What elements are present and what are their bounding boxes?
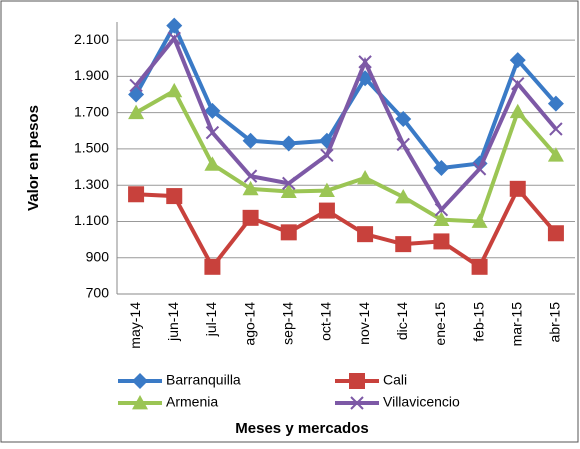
- marker: [358, 55, 372, 69]
- marker: [547, 95, 564, 112]
- x-tick-label: jul-14: [203, 302, 219, 337]
- marker: [433, 233, 450, 250]
- marker: [509, 180, 526, 197]
- marker: [471, 213, 488, 228]
- marker: [129, 78, 143, 93]
- y-tick-label: 900: [86, 248, 110, 264]
- marker: [434, 202, 449, 217]
- marker: [280, 135, 297, 152]
- marker: [166, 82, 183, 98]
- marker: [166, 17, 183, 34]
- marker: [471, 258, 488, 275]
- marker: [357, 169, 374, 185]
- marker: [395, 236, 412, 253]
- marker: [395, 111, 412, 128]
- y-tick-label: 1.100: [74, 212, 109, 228]
- legend-label: Barranquilla: [166, 372, 241, 388]
- x-tick-label: oct-14: [318, 302, 334, 341]
- marker: [128, 104, 145, 120]
- marker: [549, 122, 563, 136]
- x-tick-label: abr-15: [547, 302, 563, 343]
- marker: [509, 52, 526, 69]
- x-tick-label: may-14: [127, 302, 143, 349]
- x-tick-label: mar-15: [508, 302, 524, 347]
- marker: [547, 225, 564, 242]
- x-tick-label: nov-14: [356, 302, 372, 345]
- marker: [128, 186, 145, 203]
- marker: [242, 180, 259, 196]
- marker: [318, 202, 335, 219]
- series-line: [135, 88, 558, 224]
- x-tick-label: ago-14: [241, 302, 257, 346]
- x-tick-label: dic-14: [394, 302, 410, 340]
- y-tick-label: 1.700: [74, 103, 109, 119]
- x-tick-label: sep-14: [279, 302, 295, 345]
- marker: [243, 169, 258, 183]
- y-tick-label: 2.100: [74, 31, 109, 47]
- marker: [280, 224, 297, 241]
- marker: [242, 132, 259, 149]
- marker: [282, 176, 296, 191]
- marker: [509, 103, 526, 119]
- series-line: [135, 185, 558, 271]
- marker: [433, 211, 450, 227]
- marker: [204, 258, 221, 275]
- marker: [350, 396, 364, 410]
- x-axis-title: Meses y mercados: [235, 420, 368, 437]
- x-tick-label: feb-15: [470, 302, 486, 342]
- marker: [204, 156, 221, 171]
- y-tick-label: 1.900: [74, 67, 109, 83]
- marker: [205, 125, 220, 140]
- y-tick-label: 1.500: [74, 140, 109, 156]
- y-tick-label: 700: [86, 285, 110, 301]
- marker: [472, 162, 487, 176]
- marker: [511, 76, 525, 91]
- marker: [280, 183, 297, 198]
- marker: [395, 188, 412, 204]
- x-tick-label: jun-14: [165, 302, 181, 342]
- x-tick-label: ene-15: [432, 302, 448, 346]
- legend-label: Villavicencio: [383, 394, 460, 410]
- marker: [357, 226, 374, 243]
- marker: [396, 137, 410, 152]
- marker: [318, 182, 335, 198]
- marker: [167, 31, 181, 46]
- marker: [349, 373, 365, 389]
- legend-label: Cali: [383, 372, 407, 388]
- marker: [204, 102, 221, 119]
- marker: [547, 147, 564, 162]
- marker: [166, 188, 183, 205]
- marker: [320, 148, 334, 162]
- y-tick-label: 1.300: [74, 176, 109, 192]
- series-line: [134, 34, 558, 214]
- marker: [433, 159, 450, 176]
- marker: [132, 373, 148, 389]
- y-axis-title: Valor en pesos: [25, 105, 42, 211]
- marker: [242, 209, 259, 226]
- marker: [132, 395, 148, 410]
- legend-label: Armenia: [166, 394, 218, 410]
